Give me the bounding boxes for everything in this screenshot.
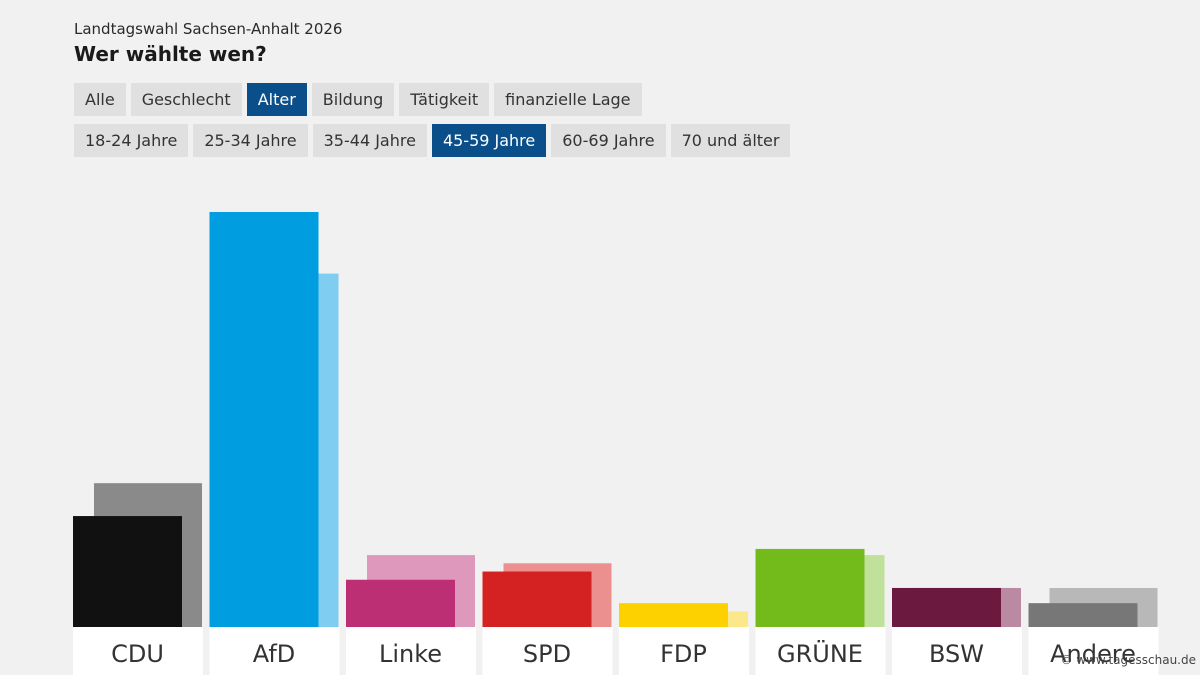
category-tabs: Alle Geschlecht Alter Bildung Tätigkeit … [74,83,642,116]
category-label-box [346,627,476,675]
category-label-box [892,627,1022,675]
category-label-box [619,627,749,675]
age-tabs: 18-24 Jahre 25-34 Jahre 35-44 Jahre 45-5… [74,124,791,157]
category-label: GRÜNE [777,639,863,668]
tab-alle[interactable]: Alle [74,83,126,116]
category-label-box [755,627,886,675]
tab-bildung[interactable]: Bildung [311,83,395,116]
category-label: Linke [379,640,442,668]
tab-45-59[interactable]: 45-59 Jahre [431,124,547,157]
category-label: BSW [929,640,984,668]
tab-alter[interactable]: Alter [246,83,307,116]
tab-finanzielle-lage[interactable]: finanzielle Lage [494,83,642,116]
tab-taetigkeit[interactable]: Tätigkeit [399,83,490,116]
credit-text: © www.tagesschau.de [1060,653,1196,667]
tab-60-69[interactable]: 60-69 Jahre [551,124,666,157]
category-label-box [209,627,340,675]
category-label-box [1028,627,1159,675]
bar-primary-cdu [73,516,182,627]
tab-25-34[interactable]: 25-34 Jahre [193,124,308,157]
category-label: CDU [111,640,164,668]
category-label: FDP [660,640,707,668]
category-label: Andere [1050,640,1136,668]
category-label-box [73,627,203,675]
bar-primary-spd [482,571,592,627]
tab-35-44[interactable]: 35-44 Jahre [312,124,427,157]
tab-18-24[interactable]: 18-24 Jahre [74,124,189,157]
category-label: AfD [253,640,296,668]
bar-primary-bsw [892,587,1001,627]
chart-supertitle: Landtagswahl Sachsen-Anhalt 2026 [74,20,343,38]
bar-primary-grüne [755,548,865,627]
bar-primary-linke [346,579,455,627]
tab-geschlecht[interactable]: Geschlecht [130,83,242,116]
chart-title: Wer wählte wen? [74,42,267,66]
category-label: SPD [523,640,571,668]
bar-primary-afd [209,211,319,627]
bar-primary-andere [1028,603,1138,627]
bar-primary-fdp [619,603,728,627]
tab-70-plus[interactable]: 70 und älter [670,124,791,157]
category-label-box [482,627,613,675]
